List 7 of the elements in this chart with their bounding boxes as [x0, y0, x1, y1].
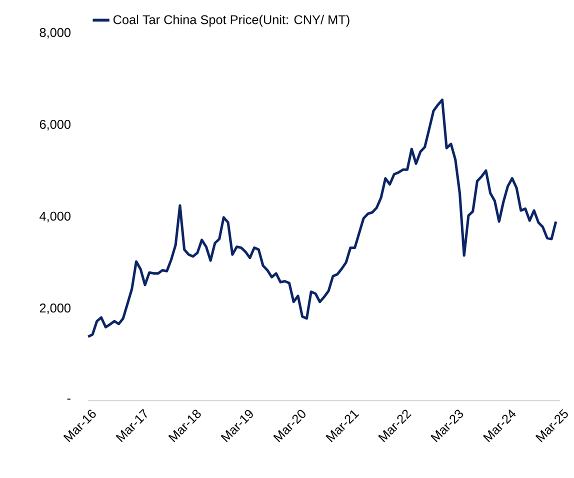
y-tick-label: - [67, 398, 70, 400]
legend-label: Coal Tar China Spot Price(Unit: CNY/ MT) [113, 14, 350, 27]
y-tick-label: 2,000 [40, 304, 71, 314]
y-tick-label: 4,000 [40, 212, 71, 222]
line-series [86, 98, 558, 338]
y-tick-label: 8,000 [40, 28, 71, 39]
y-tick-label: 6,000 [40, 120, 71, 130]
